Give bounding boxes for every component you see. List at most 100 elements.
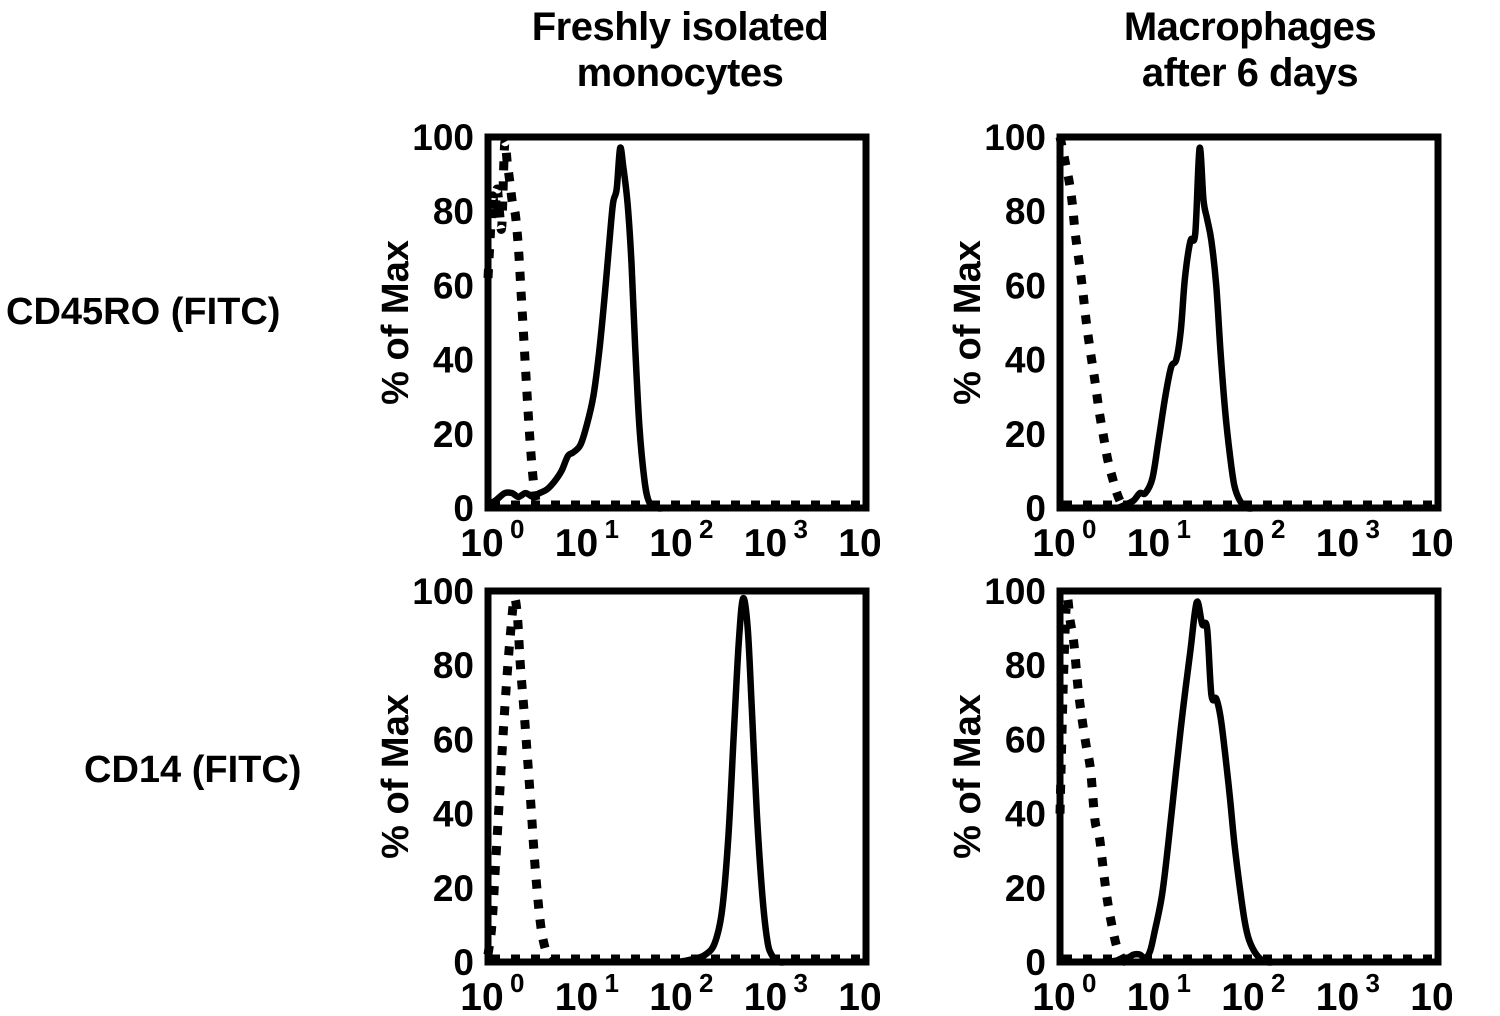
x-axis-tick-label: 104 (838, 976, 880, 1016)
svg-text:10: 10 (649, 522, 692, 562)
y-axis-tick-label: 0 (1025, 488, 1046, 529)
y-axis-title: % of Max (380, 694, 417, 859)
svg-text:10: 10 (838, 976, 880, 1016)
svg-text:10: 10 (1221, 976, 1264, 1016)
histogram-trace-antibody-stained (484, 144, 870, 512)
y-axis-tick-label: 100 (984, 122, 1046, 158)
y-axis-tick-label: 20 (433, 868, 474, 909)
svg-text:0: 0 (510, 968, 524, 998)
histogram-trace-antibody-stained (484, 594, 870, 966)
svg-text:2: 2 (1271, 968, 1285, 998)
plot-frame (484, 587, 870, 966)
y-axis-title: % of Max (380, 240, 417, 405)
y-axis-tick-label: 0 (1025, 942, 1046, 983)
y-axis-title: % of Max (952, 694, 989, 859)
svg-text:10: 10 (555, 522, 598, 562)
svg-text:10: 10 (1032, 522, 1075, 562)
x-axis-tick-label: 10 1 (1127, 968, 1191, 1016)
svg-text:0: 0 (510, 514, 524, 544)
y-axis-tick-label: 100 (412, 122, 474, 158)
svg-text:10: 10 (838, 522, 880, 562)
x-axis-tick-label: 10 0 (460, 968, 524, 1016)
svg-text:3: 3 (1366, 514, 1380, 544)
y-axis-tick-label: 80 (433, 645, 474, 686)
svg-text:10: 10 (555, 976, 598, 1016)
column-title-macrophages-after-6-days: Macrophages after 6 days (1123, 5, 1377, 95)
svg-text:1: 1 (1177, 968, 1191, 998)
x-axis-tick-label: 10 1 (555, 968, 619, 1016)
svg-text:10: 10 (649, 976, 692, 1016)
x-axis-tick-label: 10 3 (1316, 514, 1380, 562)
x-axis-tick-label: 104 (1410, 522, 1452, 562)
plot-frame (1056, 133, 1442, 512)
y-axis-tick-label: 40 (433, 794, 474, 835)
x-axis-tick-label: 10 3 (744, 968, 808, 1016)
y-axis-tick-label: 40 (1005, 340, 1046, 381)
svg-text:10: 10 (460, 976, 503, 1016)
x-axis-tick-label: 10 2 (649, 514, 713, 562)
svg-text:10: 10 (1032, 976, 1075, 1016)
y-axis-tick-label: 20 (1005, 868, 1046, 909)
y-axis-tick-label: 20 (1005, 414, 1046, 455)
x-axis-tick-label: 10 2 (649, 968, 713, 1016)
x-axis-tick-label: 10 0 (1032, 514, 1096, 562)
y-axis-tick-label: 40 (433, 340, 474, 381)
histogram-trace-antibody-stained (1056, 144, 1442, 512)
svg-text:10: 10 (1221, 522, 1264, 562)
svg-text:3: 3 (1366, 968, 1380, 998)
y-axis-tick-label: 60 (1005, 719, 1046, 760)
plot-frame (484, 133, 870, 512)
y-axis-tick-label: 80 (1005, 645, 1046, 686)
y-axis-tick-label: 40 (1005, 794, 1046, 835)
svg-text:1: 1 (1177, 514, 1191, 544)
svg-text:1: 1 (605, 514, 619, 544)
y-axis-tick-label: 100 (984, 576, 1046, 612)
x-axis-tick-label: 10 0 (1032, 968, 1096, 1016)
svg-text:10: 10 (1410, 976, 1452, 1016)
plot-frame (1056, 587, 1442, 966)
svg-text:0: 0 (1082, 514, 1096, 544)
svg-text:10: 10 (1127, 522, 1170, 562)
svg-text:3: 3 (794, 968, 808, 998)
y-axis-tick-label: 20 (433, 414, 474, 455)
svg-text:10: 10 (1127, 976, 1170, 1016)
svg-text:10: 10 (1316, 522, 1359, 562)
svg-text:10: 10 (744, 976, 787, 1016)
y-axis-tick-label: 0 (453, 488, 474, 529)
svg-text:0: 0 (1082, 968, 1096, 998)
x-axis-tick-label: 104 (838, 522, 880, 562)
svg-text:10: 10 (460, 522, 503, 562)
x-axis-tick-label: 10 3 (1316, 968, 1380, 1016)
x-axis-tick-label: 10 2 (1221, 968, 1285, 1016)
histogram-trace-isotype-control (1055, 592, 1132, 967)
svg-text:3: 3 (794, 514, 808, 544)
y-axis-title: % of Max (952, 240, 989, 405)
column-title-freshly-isolated-monocytes: Freshly isolated monocytes (531, 5, 829, 95)
y-axis-tick-label: 60 (433, 265, 474, 306)
histogram-trace-isotype-control (1055, 136, 1129, 512)
svg-text:2: 2 (699, 968, 713, 998)
svg-text:10: 10 (744, 522, 787, 562)
x-axis-tick-label: 10 0 (460, 514, 524, 562)
svg-text:10: 10 (1410, 522, 1452, 562)
svg-text:2: 2 (699, 514, 713, 544)
svg-text:2: 2 (1271, 514, 1285, 544)
y-axis-tick-label: 60 (1005, 265, 1046, 306)
x-axis-tick-label: 10 3 (744, 514, 808, 562)
y-axis-tick-label: 80 (433, 191, 474, 232)
svg-text:10: 10 (1316, 976, 1359, 1016)
x-axis-tick-label: 104 (1410, 976, 1452, 1016)
y-axis-tick-label: 0 (453, 942, 474, 983)
row-label-cd45ro-fitc: CD45RO (FITC) (6, 291, 281, 333)
y-axis-tick-label: 80 (1005, 191, 1046, 232)
x-axis-tick-label: 10 1 (1127, 514, 1191, 562)
histogram-trace-antibody-stained (1056, 598, 1442, 966)
histogram-trace-isotype-control (483, 137, 543, 510)
svg-text:1: 1 (605, 968, 619, 998)
histogram-trace-isotype-control (483, 593, 557, 966)
